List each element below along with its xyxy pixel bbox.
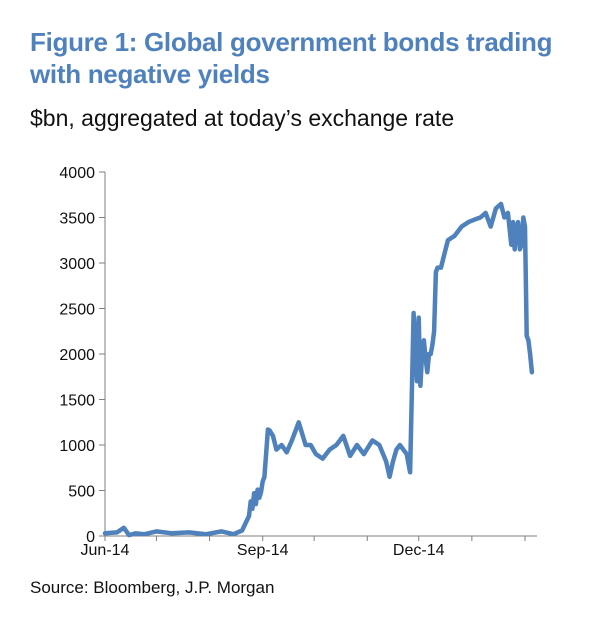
chart-title: Figure 1: Global government bonds tradin…: [30, 27, 553, 89]
y-tick-label: 4000: [59, 165, 95, 182]
x-tick-label: Sep-14: [237, 542, 289, 559]
series-group: [102, 201, 535, 538]
y-tick-label: 1500: [59, 393, 95, 410]
chart-svg: 0 500 1000 1500 2000 2500 3000 3500 4000 Jun-14 S…: [59, 165, 537, 559]
y-tick-label: 3000: [59, 256, 95, 273]
y-tick-label: 2000: [59, 347, 95, 364]
y-axis: 0 500 1000 1500 2000 2500 3000 3500 4000: [59, 165, 106, 546]
y-tick-label: 2500: [59, 302, 95, 319]
line-chart: 0 500 1000 1500 2000 2500 3000 3500 4000 Jun-14 S…: [0, 150, 600, 570]
source-note: Source: Bloomberg, J.P. Morgan: [30, 578, 275, 597]
x-tick-label: Jun-14: [81, 542, 130, 559]
y-tick-label: 3500: [59, 211, 95, 228]
y-tick-label: 500: [68, 484, 95, 501]
x-axis: Jun-14 Sep-14 Dec-14: [81, 535, 537, 559]
series-line: [102, 201, 535, 538]
x-tick-label: Dec-14: [393, 542, 445, 559]
y-tick-label: 0: [86, 529, 95, 546]
y-tick-label: 1000: [59, 438, 95, 455]
chart-subtitle: $bn, aggregated at today’s exchange rate: [30, 105, 455, 131]
